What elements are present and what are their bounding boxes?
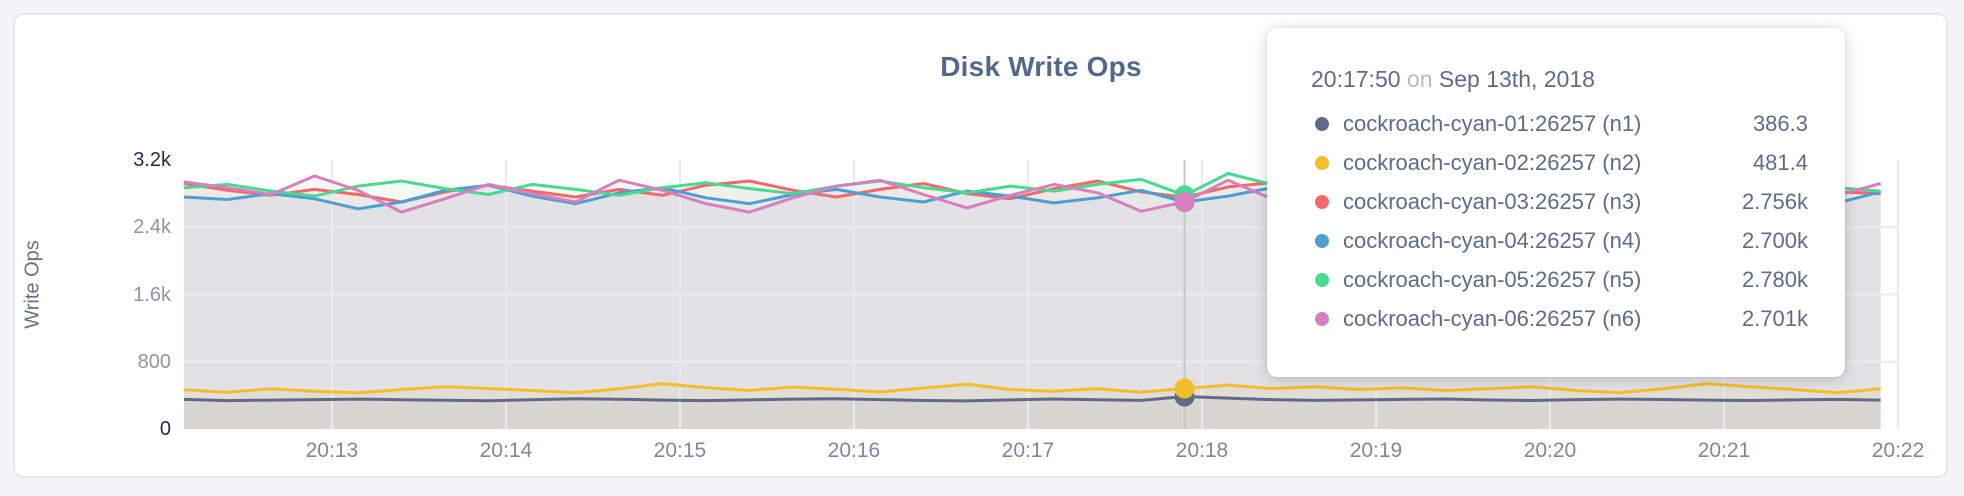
series-color-dot-icon [1315, 311, 1329, 326]
series-area-n2 [184, 383, 1881, 429]
tooltip-series-name: cockroach-cyan-01:26257 (n1) [1343, 110, 1642, 136]
series-line-n1 [183, 395, 1881, 403]
series-color-dot-icon [1315, 155, 1329, 170]
x-tick-20:17: 20:17 [1001, 439, 1055, 462]
tooltip-series-value: 2.700k [1741, 227, 1808, 253]
tooltip-time: 20:17:50 [1311, 66, 1401, 92]
x-tick-20:18: 20:18 [1175, 439, 1229, 462]
tooltip-series-value: 2.701k [1741, 305, 1808, 331]
series-area-n1 [184, 396, 1881, 429]
tooltip-series-name: cockroach-cyan-06:26257 (n6) [1343, 305, 1642, 331]
tooltip-series-name: cockroach-cyan-04:26257 (n4) [1343, 227, 1642, 253]
tooltip-row-n6: cockroach-cyan-06:26257 (n6) 2.701k [1309, 299, 1808, 338]
y-tick-2.4k: 2.4k [133, 216, 171, 239]
x-tick-20:19: 20:19 [1349, 439, 1403, 462]
tooltip-series-value: 386.3 [1752, 110, 1808, 136]
x-tick-20:15: 20:15 [653, 439, 707, 462]
tooltip-row-n4: cockroach-cyan-04:26257 (n4) 2.700k [1309, 221, 1808, 260]
y-tick-3.2k: 3.2k [133, 149, 171, 171]
tooltip-series-value: 481.4 [1752, 149, 1808, 175]
hover-point-n6 [1174, 191, 1195, 212]
y-tick-800: 800 [137, 350, 171, 373]
tooltip-row-n1: cockroach-cyan-01:26257 (n1) 386.3 [1309, 104, 1808, 143]
x-tick-20:22: 20:22 [1871, 439, 1925, 462]
tooltip-row-n2: cockroach-cyan-02:26257 (n2) 481.4 [1309, 143, 1808, 182]
series-color-dot-icon [1315, 272, 1329, 287]
tooltip-row-n3: cockroach-cyan-03:26257 (n3) 2.756k [1309, 182, 1808, 221]
tooltip-conjunction: on [1406, 66, 1433, 92]
series-color-dot-icon [1315, 194, 1329, 209]
tooltip-series-list: cockroach-cyan-01:26257 (n1) 386.3 cockroa… [1309, 104, 1808, 338]
x-tick-20:16: 20:16 [827, 439, 881, 462]
y-tick-1.6k: 1.6k [133, 283, 171, 306]
tooltip-series-name: cockroach-cyan-02:26257 (n2) [1343, 149, 1642, 175]
chart-title: Disk Write Ops [940, 51, 1142, 82]
tooltip-series-value: 2.756k [1741, 188, 1808, 214]
series-line-n2 [183, 382, 1881, 395]
tooltip-series-name: cockroach-cyan-05:26257 (n5) [1343, 266, 1642, 292]
series-color-dot-icon [1315, 116, 1329, 131]
tooltip-date: Sep 13th, 2018 [1438, 66, 1595, 92]
tooltip-series-name: cockroach-cyan-03:26257 (n3) [1343, 188, 1642, 214]
x-tick-20:21: 20:21 [1697, 439, 1751, 462]
hover-tooltip: 20:17:50 on Sep 13th, 2018 cockroach-cya… [1267, 28, 1845, 377]
hover-crosshair-layer [1174, 160, 1195, 429]
hover-point-n2 [1174, 378, 1195, 399]
x-tick-20:14: 20:14 [479, 439, 533, 462]
y-tick-0: 0 [159, 418, 171, 440]
series-color-dot-icon [1315, 233, 1329, 248]
chart-card: Disk Write Ops Write Ops 0 800 1.6k 2.4k 3.2… [13, 13, 1948, 478]
x-tick-20:13: 20:13 [305, 439, 359, 462]
tooltip-row-n5: cockroach-cyan-05:26257 (n5) 2.780k [1309, 260, 1808, 299]
tooltip-header: 20:17:50 on Sep 13th, 2018 [1309, 64, 1808, 94]
x-tick-20:20: 20:20 [1523, 439, 1577, 462]
tooltip-series-value: 2.780k [1741, 266, 1808, 292]
